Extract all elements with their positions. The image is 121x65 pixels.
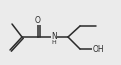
Text: OH: OH: [92, 45, 104, 53]
Text: O: O: [35, 15, 41, 25]
Text: H: H: [52, 40, 56, 45]
Text: N: N: [51, 32, 57, 40]
